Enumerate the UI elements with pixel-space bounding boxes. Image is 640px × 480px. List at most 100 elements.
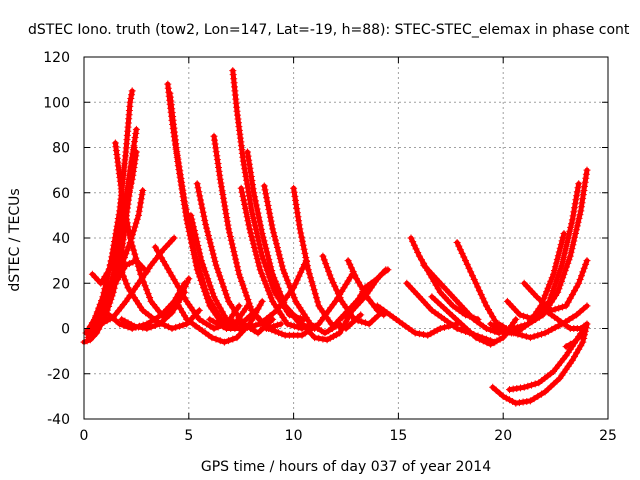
data-point — [175, 322, 183, 330]
data-point — [278, 262, 286, 270]
data-point — [160, 258, 168, 265]
data-point — [130, 246, 138, 254]
data-point — [293, 209, 301, 217]
data-point — [260, 237, 268, 245]
data-point — [251, 193, 259, 201]
data-point — [111, 279, 119, 287]
data-point — [181, 294, 189, 302]
data-point — [230, 248, 238, 256]
data-point — [118, 193, 126, 200]
data-point — [412, 245, 420, 253]
data-point — [268, 267, 276, 274]
data-point — [241, 288, 249, 296]
data-point — [297, 268, 305, 276]
data-point — [245, 221, 253, 229]
x-tick-label: 25 — [599, 428, 617, 444]
data-point — [323, 263, 331, 271]
data-point — [91, 320, 98, 328]
data-point — [545, 327, 552, 335]
data-point — [559, 233, 567, 241]
data-point — [310, 286, 318, 294]
data-point — [201, 216, 209, 224]
data-point — [302, 254, 310, 261]
grid — [84, 57, 608, 419]
data-point — [290, 188, 298, 196]
data-point — [120, 265, 128, 273]
data-point — [327, 275, 335, 283]
data-point — [579, 338, 587, 346]
data-point — [220, 194, 227, 202]
data-point — [203, 289, 210, 297]
data-point — [234, 266, 242, 274]
data-point — [321, 329, 329, 337]
data-point — [97, 309, 105, 317]
data-point — [568, 245, 576, 253]
data-point — [410, 241, 418, 249]
data-point — [247, 203, 255, 211]
data-point — [128, 87, 136, 95]
data-point — [190, 227, 198, 234]
data-point — [195, 306, 203, 314]
data-point — [308, 278, 316, 286]
series-arc-45 — [541, 306, 591, 332]
data-point — [178, 182, 186, 190]
data-point — [290, 184, 298, 192]
data-point — [126, 98, 134, 106]
data-point — [254, 209, 262, 217]
data-point — [190, 244, 198, 252]
data-point — [205, 278, 213, 286]
series-line — [454, 240, 523, 336]
data-point — [266, 290, 274, 298]
data-point — [247, 173, 255, 180]
data-point — [491, 316, 499, 324]
data-point — [222, 290, 230, 298]
data-point — [286, 283, 294, 291]
data-point — [460, 253, 468, 261]
data-point — [493, 337, 501, 345]
data-point — [131, 250, 139, 258]
data-point — [566, 227, 574, 235]
data-point — [259, 273, 267, 281]
data-point — [306, 320, 314, 328]
data-point — [208, 334, 216, 342]
data-point — [246, 164, 254, 172]
data-point — [220, 312, 228, 320]
data-point — [311, 290, 319, 298]
data-point — [97, 320, 105, 328]
data-point — [509, 398, 517, 405]
data-point — [295, 272, 303, 280]
data-point — [472, 334, 480, 342]
data-point — [238, 277, 246, 285]
data-point — [294, 213, 302, 221]
data-point — [338, 325, 346, 333]
data-point — [206, 322, 214, 330]
data-point — [93, 316, 101, 324]
data-point — [258, 230, 266, 237]
data-point — [565, 316, 573, 323]
data-point — [122, 250, 130, 258]
data-point — [174, 155, 182, 163]
data-point — [311, 334, 319, 342]
data-point — [266, 259, 274, 267]
data-point — [319, 252, 327, 260]
data-point — [203, 224, 210, 232]
data-point — [107, 258, 115, 266]
data-point — [129, 167, 137, 175]
data-point — [141, 282, 149, 290]
data-point — [558, 303, 566, 311]
data-point — [415, 330, 423, 338]
data-point — [130, 322, 138, 330]
data-point — [235, 302, 243, 310]
data-point — [168, 325, 176, 332]
y-tick-label: -40 — [47, 412, 70, 428]
data-point — [197, 253, 204, 261]
data-point — [272, 236, 279, 244]
data-point — [218, 308, 226, 316]
data-point — [296, 225, 304, 233]
data-point — [355, 278, 363, 286]
data-point — [357, 282, 365, 290]
data-point — [489, 383, 497, 391]
data-point — [301, 249, 309, 257]
data-point — [523, 313, 531, 321]
data-point — [257, 221, 264, 229]
